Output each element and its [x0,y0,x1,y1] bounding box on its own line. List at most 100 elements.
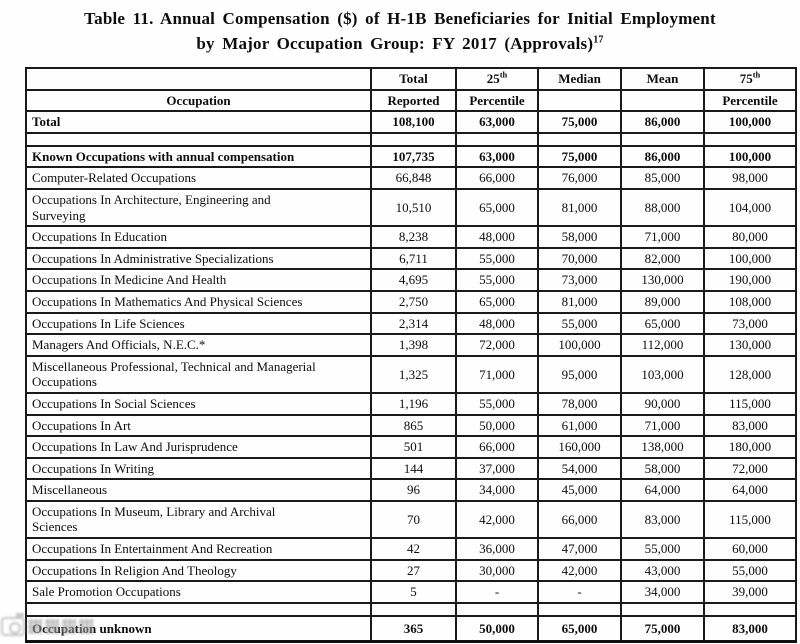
value-cell-mean: 83,000 [620,499,705,540]
value-cell-25th-percentile: 65,000 [455,289,539,314]
value-cell-median: 42,000 [537,558,622,583]
value-cell-total-reported: 144 [370,456,457,481]
table-title: Table 11. Annual Compensation ($) of H-1… [0,0,800,56]
value-cell-25th-percentile: 48,000 [455,225,539,249]
value-cell-median: 45,000 [537,478,622,502]
value-cell-mean: 89,000 [620,289,705,314]
table-header: Total 25th Median Mean 75th Occupation R… [25,67,797,113]
header-occupation-blank [25,67,372,91]
header-row-2: Occupation Reported Percentile Percentil… [25,88,797,113]
value-cell-mean: 86,000 [620,110,705,134]
value-cell-total-reported: 6,711 [370,246,457,271]
value-cell-mean: 138,000 [620,435,705,459]
value-cell-total-reported: 2,314 [370,311,457,336]
table-row: Occupations In Education 8,238 48,000 58… [25,225,797,249]
value-cell-75th-percentile: 60,000 [703,537,797,561]
value-cell-25th-percentile: 42,000 [455,499,539,540]
occupation-cell: Miscellaneous [25,478,372,502]
value-cell-mean: 34,000 [620,580,705,604]
value-cell-median: 47,000 [537,537,622,561]
value-cell-total-reported: 1,196 [370,391,457,416]
header-total-line2: Reported [370,88,457,113]
table-title-line2: by Major Occupation Group: FY 2017 (Appr… [196,33,604,53]
value-cell-total-reported: 108,100 [370,110,457,134]
occupation-cell [25,601,372,617]
value-cell-75th-percentile: 115,000 [703,499,797,540]
value-cell-total-reported [370,131,457,147]
value-cell-mean: 82,000 [620,246,705,271]
table-row: Occupation unknown 365 50,000 65,000 75,… [25,614,797,643]
value-cell-mean: 71,000 [620,225,705,249]
value-cell-total-reported: 96 [370,478,457,502]
occupation-cell: Known Occupations with annual compensati… [25,144,372,169]
header-25th-line2: Percentile [455,88,539,113]
value-cell-25th-percentile: 50,000 [455,614,539,643]
table-row: Occupations In Museum, Library and Archi… [25,499,797,540]
value-cell-mean: 86,000 [620,144,705,169]
table-row: Miscellaneous Professional, Technical an… [25,354,797,394]
value-cell-25th-percentile [455,601,539,617]
value-cell-75th-percentile: 64,000 [703,478,797,502]
table-row: Occupations In Law And Jurisprudence 501… [25,435,797,459]
occupation-cell: Occupation unknown [25,614,372,643]
table-row: Occupations In Religion And Theology 27 … [25,558,797,583]
value-cell-total-reported: 365 [370,614,457,643]
title-footnote-superscript: 17 [593,33,604,45]
header-median: Median [537,67,622,91]
occupation-cell [25,131,372,147]
occupation-cell: Occupations In Writing [25,456,372,481]
occupation-cell: Total [25,110,372,134]
value-cell-mean: 65,000 [620,311,705,336]
occupation-cell: Occupations In Art [25,413,372,438]
value-cell-median [537,601,622,617]
value-cell-median: 76,000 [537,166,622,190]
value-cell-total-reported: 66,848 [370,166,457,190]
value-cell-25th-percentile: 50,000 [455,413,539,438]
value-cell-25th-percentile: 55,000 [455,268,539,292]
value-cell-75th-percentile: 100,000 [703,110,797,134]
header-median-line2 [537,88,622,113]
header-mean: Mean [620,67,705,91]
table-row: Miscellaneous 96 34,000 45,000 64,000 64… [25,478,797,502]
value-cell-mean: 75,000 [620,614,705,643]
occupation-cell: Occupations In Museum, Library and Archi… [25,499,372,540]
value-cell-median [537,131,622,147]
value-cell-mean: 103,000 [620,354,705,394]
value-cell-25th-percentile: 63,000 [455,144,539,169]
value-cell-total-reported: 1,398 [370,333,457,357]
value-cell-total-reported: 8,238 [370,225,457,249]
table-row: Occupations In Writing 144 37,000 54,000… [25,456,797,481]
occupation-cell: Occupations In Medicine And Health [25,268,372,292]
table-row: Computer-Related Occupations 66,848 66,0… [25,166,797,190]
occupation-cell: Occupations In Law And Jurisprudence [25,435,372,459]
value-cell-median: 61,000 [537,413,622,438]
header-75th: 75th [703,67,797,91]
value-cell-mean: 112,000 [620,333,705,357]
occupation-cell: Occupations In Social Sciences [25,391,372,416]
value-cell-total-reported: 4,695 [370,268,457,292]
occupation-cell: Sale Promotion Occupations [25,580,372,604]
value-cell-mean [620,601,705,617]
value-cell-75th-percentile: 72,000 [703,456,797,481]
occupation-cell: Miscellaneous Professional, Technical an… [25,354,372,394]
table-row: Occupations In Entertainment And Recreat… [25,537,797,561]
value-cell-25th-percentile: 65,000 [455,187,539,228]
table-row: Occupations In Administrative Specializa… [25,246,797,271]
value-cell-total-reported: 2,750 [370,289,457,314]
value-cell-total-reported: 5 [370,580,457,604]
header-mean-line2 [620,88,705,113]
value-cell-75th-percentile: 128,000 [703,354,797,394]
occupation-cell: Occupations In Life Sciences [25,311,372,336]
value-cell-total-reported: 865 [370,413,457,438]
value-cell-25th-percentile: 71,000 [455,354,539,394]
value-cell-median: 75,000 [537,110,622,134]
value-cell-median: 95,000 [537,354,622,394]
occupation-cell: Managers And Officials, N.E.C.* [25,333,372,357]
header-row-1: Total 25th Median Mean 75th [25,67,797,91]
occupation-cell: Occupations In Administrative Specializa… [25,246,372,271]
value-cell-25th-percentile: 48,000 [455,311,539,336]
value-cell-total-reported: 501 [370,435,457,459]
spacer-row [25,131,797,147]
value-cell-75th-percentile: 100,000 [703,144,797,169]
